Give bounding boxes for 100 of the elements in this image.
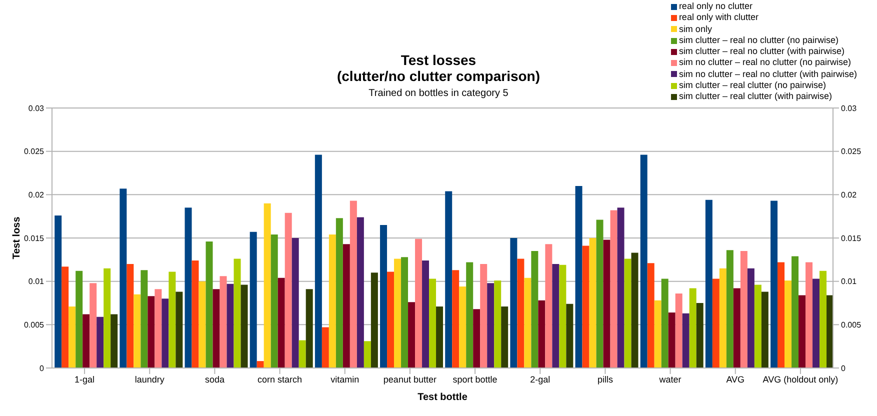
bar — [705, 200, 712, 368]
bar — [54, 215, 62, 368]
bar — [647, 263, 654, 368]
bar — [675, 293, 682, 368]
bar — [806, 262, 813, 368]
y-tick-label: 0 — [40, 364, 45, 373]
bar — [336, 218, 343, 368]
x-tick-label: vitamin — [330, 374, 360, 384]
x-tick-label: laundry — [134, 374, 165, 384]
bar — [278, 278, 285, 368]
bar — [408, 302, 416, 368]
y-tick-label: 0.03 — [28, 104, 45, 113]
bar — [364, 341, 371, 368]
x-tick-label: AVG (holdout only) — [762, 374, 838, 384]
y2-tick-label: 0 — [841, 364, 846, 373]
bar — [531, 251, 538, 368]
bar — [184, 208, 192, 368]
bar — [250, 232, 257, 368]
bar — [422, 260, 430, 368]
bar — [473, 309, 480, 368]
bar — [198, 281, 206, 368]
bar — [501, 306, 508, 368]
x-tick-label: 2-gal — [530, 374, 550, 384]
bar — [176, 292, 183, 368]
bar — [812, 278, 820, 368]
bar — [140, 270, 148, 368]
bar — [510, 238, 518, 368]
bar — [661, 278, 668, 368]
bar — [566, 304, 574, 368]
chart-subtitle: Trained on bottles in category 5 — [368, 88, 508, 99]
bar — [524, 278, 532, 368]
bar — [401, 257, 408, 368]
legend-label: real only with clutter — [678, 12, 758, 24]
bar — [740, 251, 748, 368]
x-tick-label: AVG — [726, 374, 745, 384]
x-tick-label: water — [658, 374, 682, 384]
y-tick-label: 0.025 — [24, 147, 45, 156]
legend-label: sim only — [678, 24, 712, 35]
bar — [733, 288, 740, 368]
bar — [429, 278, 436, 368]
bar — [126, 264, 134, 368]
bar — [226, 284, 234, 368]
y-tick-label: 0.015 — [24, 234, 45, 243]
bar — [747, 268, 754, 368]
bar — [120, 188, 127, 368]
chart-title: Test losses (clutter/no clutter comparison) — [336, 52, 540, 84]
bar — [784, 280, 792, 368]
bar — [148, 296, 155, 368]
bar — [394, 258, 402, 368]
bar — [452, 270, 460, 368]
bar — [322, 327, 329, 368]
bar — [696, 303, 704, 368]
x-tick-label: 1-gal — [74, 374, 95, 384]
bar — [68, 306, 76, 368]
y2-tick-label: 0.005 — [841, 320, 862, 330]
y2-tick-label: 0.01 — [841, 277, 858, 286]
legend-label: sim clutter – real no clutter (no pairwise) — [678, 34, 838, 46]
y-tick-label: 0.01 — [28, 277, 45, 286]
legend-label: sim clutter – real clutter (no pairwise) — [678, 80, 826, 92]
bar — [689, 288, 696, 368]
bar — [792, 256, 799, 368]
legend-label: sim clutter – real clutter (with pairwise) — [678, 91, 832, 103]
bar — [240, 284, 248, 368]
bar — [682, 313, 690, 368]
bar — [220, 276, 227, 368]
bar — [761, 292, 768, 368]
bar — [559, 264, 566, 368]
bar — [292, 238, 299, 368]
bar — [134, 294, 141, 368]
bar — [552, 264, 560, 368]
y2-tick-label: 0.03 — [841, 104, 858, 113]
bar — [459, 286, 466, 368]
x-tick-label: sport bottle — [452, 374, 498, 384]
bar — [487, 283, 494, 368]
y2-tick-label: 0.025 — [841, 147, 862, 156]
bar — [356, 217, 364, 368]
y-tick-label: 0.005 — [24, 320, 45, 330]
bar — [328, 234, 336, 368]
bar — [603, 240, 610, 368]
bar — [445, 191, 452, 368]
bar — [617, 208, 624, 368]
bar — [610, 210, 618, 368]
y2-tick-label: 0.02 — [841, 190, 858, 200]
bar — [206, 241, 213, 368]
x-tick-label: peanut butter — [383, 374, 436, 384]
bar — [168, 272, 176, 368]
bar — [754, 284, 762, 368]
bar — [480, 264, 488, 368]
legend-label: sim no clutter – real no clutter (with pairwise) — [678, 68, 857, 80]
bar — [110, 314, 118, 368]
bar — [314, 154, 322, 368]
y2-tick-label: 0.015 — [841, 234, 862, 243]
bar — [726, 250, 734, 368]
legend-label: real only no clutter — [678, 1, 752, 12]
bar — [415, 238, 422, 368]
x-tick-label: soda — [204, 374, 224, 384]
bar — [284, 212, 292, 368]
bar — [264, 203, 271, 368]
bar — [545, 244, 552, 368]
bar — [96, 316, 104, 368]
